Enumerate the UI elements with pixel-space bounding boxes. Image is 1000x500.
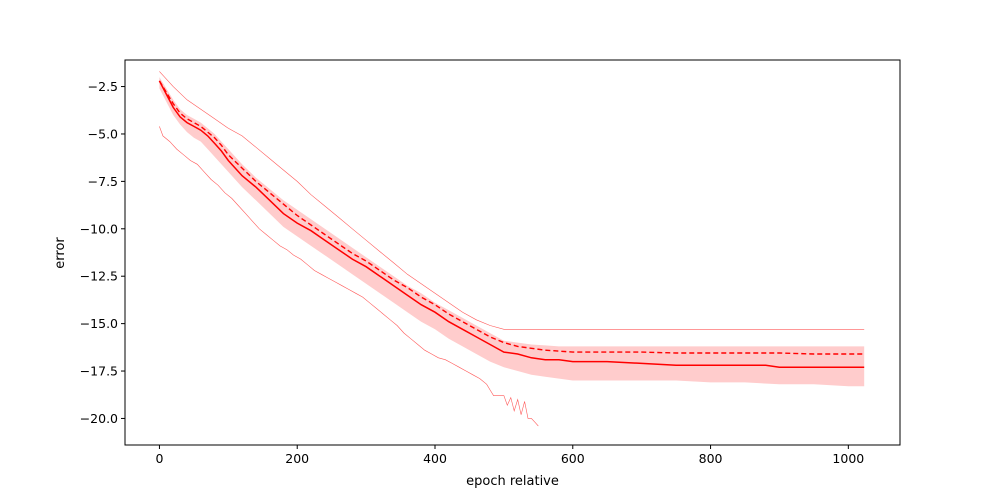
y-axis-label: error [53,237,68,269]
x-axis-label: epoch relative [466,474,559,489]
min-series-line [159,126,539,427]
y-tick-label: −15.0 [80,316,118,331]
max-series-line [159,71,865,330]
y-tick-label: −12.5 [80,269,118,284]
x-tick-label: 1000 [832,451,864,466]
x-tick-label: 800 [699,451,723,466]
y-tick-label: −7.5 [88,174,118,189]
x-tick-label: 200 [285,451,309,466]
plot-area [158,71,865,427]
mean-series-line [158,80,865,355]
x-tick-label: 0 [155,451,163,466]
y-tick-label: −17.5 [80,364,118,379]
y-tick-label: −5.0 [88,126,118,141]
x-tick-label: 600 [561,451,585,466]
axes-frame [124,59,901,446]
y-tick-label: −2.5 [88,79,118,94]
axes: 0 200 400 600 800 1000 −2.5 −5.0 −7.5 −10.0 −12.5 −… [80,59,901,466]
y-tick-label: −20.0 [80,411,118,426]
x-tick-label: 400 [423,451,447,466]
error-band [159,77,865,387]
y-tick-label: −10.0 [80,221,118,236]
median-series-line [158,80,865,368]
